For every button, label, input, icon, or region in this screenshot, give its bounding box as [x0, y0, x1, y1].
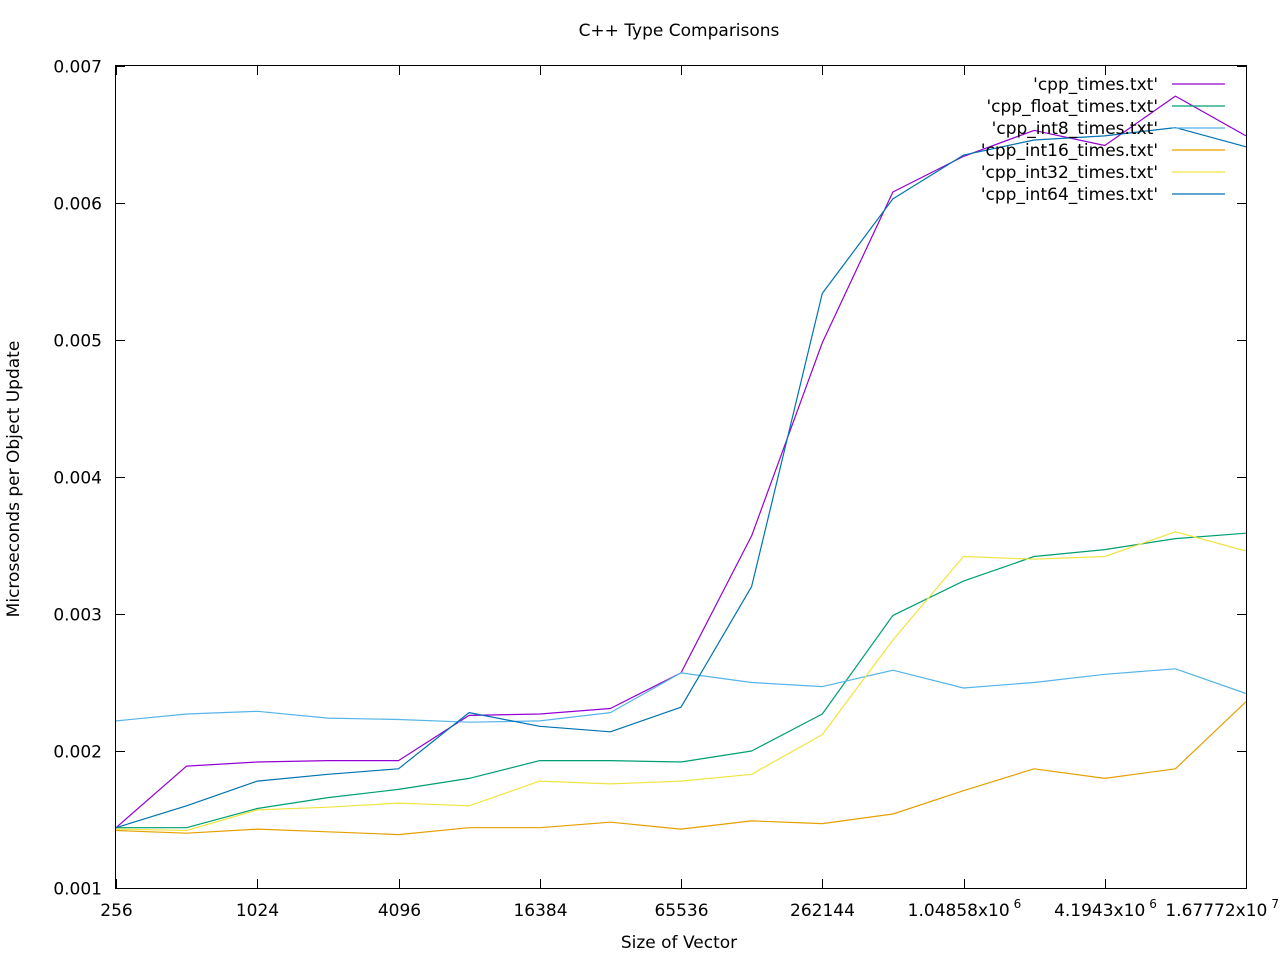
x-tick-label-base: 65536 — [654, 901, 708, 921]
x-tick-label-base: 4096 — [378, 901, 421, 921]
series-line-2 — [115, 668, 1247, 723]
y-axis: 0.001 0.002 0.003 0.004 0.005 0.006 0.007 — [53, 58, 1246, 900]
x-tick-label-exponent: 6 — [1014, 897, 1022, 911]
chart-title: C++ Type Comparisons — [579, 21, 780, 41]
legend-entry-label: 'cpp_times.txt' — [1033, 75, 1158, 95]
y-tick-label: 0.007 — [53, 58, 102, 78]
x-tick-label: 4.1943x10 6 — [1054, 897, 1157, 921]
series-layer — [115, 95, 1247, 836]
x-tick-label-base: 256 — [100, 901, 132, 921]
y-tick-label: 0.006 — [53, 195, 102, 215]
series-line-5 — [115, 126, 1247, 829]
y-tick-label: 0.003 — [53, 606, 102, 626]
x-tick-label: 65536 — [654, 901, 708, 921]
x-tick-label: 256 — [100, 901, 132, 921]
x-tick-label-base: 4.1943x10 — [1054, 901, 1145, 921]
legend-entry-label: 'cpp_int32_times.txt' — [981, 163, 1158, 183]
y-tick-label: 0.002 — [53, 743, 102, 763]
plot-area-frame — [115, 65, 1247, 889]
x-axis-label: Size of Vector — [621, 933, 737, 953]
x-tick-label: 1.67772x10 7 — [1165, 897, 1279, 921]
x-tick-label: 262144 — [790, 901, 855, 921]
legend-entry-label: 'cpp_int64_times.txt' — [981, 185, 1158, 205]
x-tick-label-exponent: 7 — [1271, 897, 1279, 911]
x-axis: 256 1024 4096 16384 65536 262144 1.04858x10 6 4.… — [100, 66, 1279, 921]
x-tick-label: 1024 — [236, 901, 279, 921]
y-tick-label: 0.005 — [53, 332, 102, 352]
x-tick-label-base: 1024 — [236, 901, 279, 921]
series-line-4 — [115, 531, 1247, 832]
y-axis-label: Microseconds per Object Update — [4, 341, 24, 618]
series-line-1 — [116, 532, 1247, 829]
x-tick-label: 4096 — [378, 901, 421, 921]
series-line-3 — [115, 701, 1247, 836]
legend-entry-label: 'cpp_int8_times.txt' — [992, 119, 1158, 139]
series-line-0 — [115, 95, 1247, 829]
x-tick-label: 1.04858x10 6 — [908, 897, 1022, 921]
x-tick-label: 16384 — [513, 901, 567, 921]
x-tick-label-base: 16384 — [513, 901, 567, 921]
legend: 'cpp_times.txt''cpp_float_times.txt''cpp… — [981, 75, 1225, 205]
x-tick-label-base: 1.04858x10 — [908, 901, 1010, 921]
y-tick-label: 0.001 — [53, 880, 102, 900]
x-tick-label-base: 1.67772x10 — [1165, 901, 1267, 921]
y-tick-label: 0.004 — [53, 469, 102, 489]
legend-entry-label: 'cpp_float_times.txt' — [986, 97, 1158, 117]
legend-entry-label: 'cpp_int16_times.txt' — [981, 141, 1158, 161]
x-tick-label-base: 262144 — [790, 901, 855, 921]
x-tick-label-exponent: 6 — [1149, 897, 1157, 911]
